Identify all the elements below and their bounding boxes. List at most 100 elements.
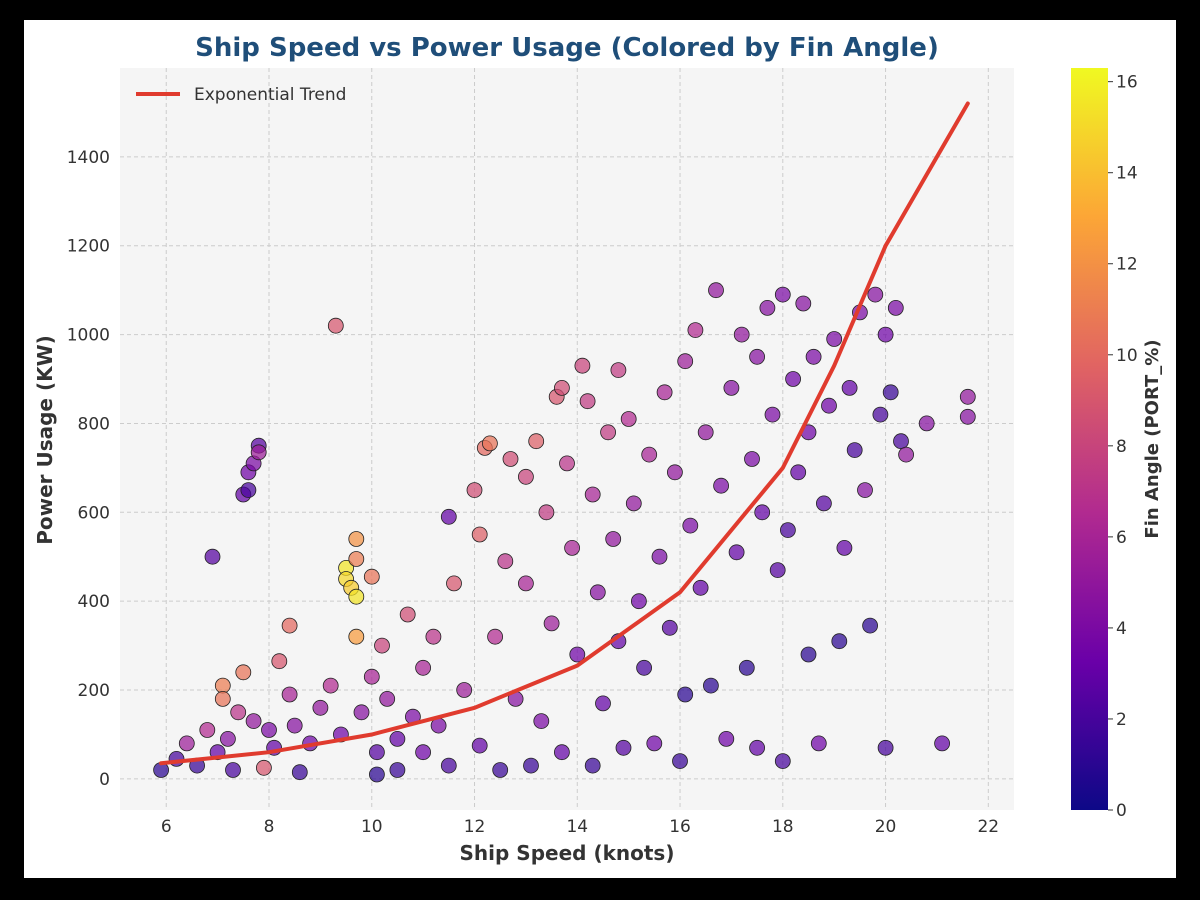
data-point — [595, 695, 611, 712]
data-point — [774, 286, 791, 303]
data-point — [790, 464, 807, 481]
data-point — [363, 668, 380, 685]
data-point — [764, 406, 781, 423]
colorbar-tick-label: 2 — [1116, 710, 1127, 730]
data-point — [579, 393, 596, 410]
data-point — [363, 568, 380, 585]
data-point — [677, 353, 694, 370]
data-point — [261, 722, 277, 738]
y-tick-label: 600 — [78, 503, 110, 523]
data-point — [754, 504, 771, 521]
x-tick-label: 8 — [264, 817, 275, 837]
axis-ticks: 6 8 10 12 14 16 18 20 22 0 200 400 600 800 1000 1200 140… — [67, 148, 999, 837]
y-tick-label: 1200 — [67, 237, 110, 257]
data-point — [625, 495, 642, 512]
x-tick-label: 20 — [875, 817, 897, 837]
data-point — [697, 424, 714, 441]
data-point — [368, 766, 385, 783]
legend: Exponential Trend — [136, 85, 346, 105]
data-point — [661, 619, 678, 636]
data-point — [780, 522, 796, 539]
x-tick-label: 6 — [161, 817, 172, 837]
data-point — [713, 477, 729, 494]
colorbar — [1071, 68, 1108, 810]
data-point — [605, 531, 622, 547]
y-tick-label: 0 — [99, 770, 110, 790]
colorbar-tick-label: 12 — [1116, 255, 1138, 275]
grid — [120, 68, 1014, 810]
data-point — [744, 451, 760, 467]
data-point — [327, 317, 344, 334]
colorbar-tick-label: 10 — [1116, 346, 1138, 366]
x-tick-label: 14 — [566, 817, 588, 837]
x-tick-label: 18 — [772, 817, 794, 837]
data-point — [887, 299, 904, 316]
data-point — [877, 739, 894, 756]
y-tick-label: 1000 — [67, 326, 110, 346]
data-point — [821, 397, 837, 414]
data-point — [348, 551, 365, 567]
data-point — [374, 637, 390, 654]
data-point — [636, 659, 652, 676]
data-point — [584, 757, 601, 774]
y-tick-label: 200 — [78, 681, 110, 701]
data-point — [831, 633, 848, 650]
data-point — [245, 713, 262, 729]
data-point — [481, 435, 498, 452]
data-point — [718, 731, 735, 747]
data-point — [615, 739, 632, 756]
data-point — [523, 757, 539, 774]
data-point — [872, 406, 889, 423]
data-point — [569, 646, 586, 663]
data-point — [656, 384, 673, 401]
data-point — [255, 759, 272, 776]
data-point — [502, 451, 519, 467]
data-point — [271, 653, 288, 670]
x-tick-label: 22 — [977, 817, 999, 837]
data-point — [687, 322, 704, 339]
data-point — [440, 508, 457, 525]
data-point — [692, 579, 709, 596]
data-point — [877, 326, 894, 343]
data-point — [646, 735, 663, 752]
data-point — [672, 753, 688, 769]
data-point — [415, 744, 432, 761]
data-point — [466, 482, 483, 499]
data-point — [651, 548, 668, 565]
y-axis-label: Power Usage (KW) — [33, 335, 57, 545]
y-tick-label: 400 — [78, 592, 110, 612]
data-point — [348, 628, 365, 645]
data-point — [533, 713, 550, 729]
colorbar-tick-label: 8 — [1116, 437, 1127, 457]
data-point — [795, 295, 812, 312]
data-point — [235, 664, 252, 681]
data-point — [240, 482, 257, 499]
data-point — [353, 704, 370, 721]
data-point — [589, 584, 606, 601]
data-point — [703, 677, 719, 694]
chart-title: Ship Speed vs Power Usage (Colored by Fi… — [195, 33, 939, 63]
data-point — [862, 617, 878, 634]
data-point — [882, 384, 899, 401]
data-point — [250, 444, 267, 461]
data-point — [805, 348, 822, 365]
data-point — [708, 282, 724, 299]
data-point — [785, 371, 801, 387]
data-point — [898, 446, 914, 463]
data-point — [574, 357, 591, 374]
data-point — [841, 379, 858, 396]
y-tick-label: 1400 — [67, 148, 110, 168]
data-point — [178, 735, 195, 752]
data-point — [769, 562, 786, 578]
data-point — [348, 531, 365, 547]
data-point — [348, 588, 365, 605]
x-tick-label: 12 — [464, 817, 486, 837]
data-point — [800, 646, 817, 663]
data-point — [286, 717, 303, 734]
data-point — [492, 762, 509, 778]
data-point — [425, 628, 442, 645]
data-point — [199, 722, 216, 738]
data-point — [759, 299, 776, 316]
data-point — [379, 691, 396, 707]
data-point — [517, 575, 534, 592]
